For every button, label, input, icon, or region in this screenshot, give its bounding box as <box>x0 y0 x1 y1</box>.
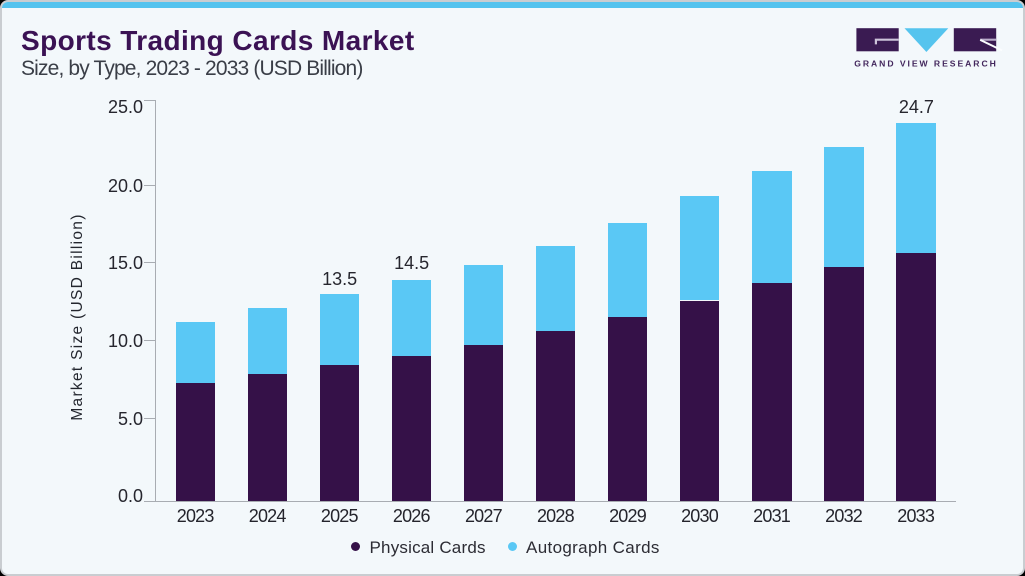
svg-text:GRAND VIEW RESEARCH: GRAND VIEW RESEARCH <box>854 58 998 68</box>
